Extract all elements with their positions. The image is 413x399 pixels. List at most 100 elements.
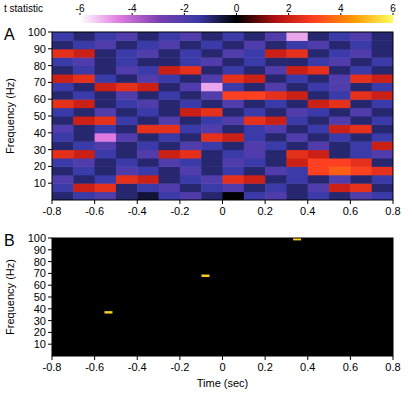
heatmap-cell: [308, 183, 330, 192]
heatmap-cell: [244, 99, 266, 108]
heatmap-cell: [159, 49, 181, 58]
heatmap-cell: [137, 116, 159, 125]
heatmap-cell: [95, 108, 117, 117]
heatmap-cell: [372, 66, 393, 75]
heatmap-cell: [286, 32, 308, 41]
heatmap-cell: [372, 133, 393, 142]
heatmap-cell: [308, 99, 330, 108]
heatmap-cell: [52, 133, 74, 142]
heatmap-cell: [137, 192, 159, 200]
heatmap-cell: [95, 91, 117, 100]
heatmap-cell: [73, 91, 95, 100]
heatmap-cell: [372, 82, 393, 91]
y-tick-label: 100: [28, 26, 46, 38]
heatmap-cell: [52, 108, 74, 117]
heatmap-cell: [265, 82, 287, 91]
heatmap-cell: [201, 175, 223, 184]
heatmap-cell: [223, 74, 245, 83]
y-tick: [48, 32, 52, 33]
y-tick-label: 80: [34, 256, 46, 268]
heatmap-cell: [159, 82, 181, 91]
y-tick: [48, 82, 52, 83]
heatmap-cell: [159, 183, 181, 192]
heatmap-cell: [286, 166, 308, 175]
heatmap-cell: [95, 166, 117, 175]
heatmap-cell: [350, 66, 372, 75]
heatmap-cell: [372, 32, 393, 41]
heatmap-cell: [116, 141, 138, 150]
y-tick-label: 30: [34, 144, 46, 156]
heatmap-cell: [116, 166, 138, 175]
heatmap-cell: [159, 158, 181, 167]
points: [104, 238, 301, 314]
heatmap-cell: [52, 141, 74, 150]
y-tick-label: 30: [34, 315, 46, 327]
heatmap-cell: [244, 158, 266, 167]
heatmap-cell: [137, 108, 159, 117]
heatmap-cell: [265, 124, 287, 133]
heatmap-cell: [308, 74, 330, 83]
heatmap-cell: [265, 108, 287, 117]
heatmap-cell: [265, 141, 287, 150]
heatmap-cell: [350, 32, 372, 41]
heatmap-cell: [52, 82, 74, 91]
x-tick: [137, 356, 138, 360]
colorbar-tick-label: -4: [128, 3, 137, 14]
heatmap-cell: [201, 124, 223, 133]
heatmap-cell: [308, 166, 330, 175]
heatmap-cell: [201, 158, 223, 167]
significant-cluster: [104, 311, 112, 313]
heatmap-cell: [244, 82, 266, 91]
heatmap-cell: [329, 74, 351, 83]
heatmap-cell: [73, 124, 95, 133]
heatmap-cell: [372, 166, 393, 175]
heatmap-cell: [95, 99, 117, 108]
heatmap-cell: [52, 74, 74, 83]
heatmap-cell: [137, 150, 159, 159]
heatmap-cell: [180, 141, 202, 150]
heatmap-cell: [159, 175, 181, 184]
heatmap-cell: [95, 74, 117, 83]
heatmap-cell: [372, 99, 393, 108]
colorbar-tick-label: 2: [286, 3, 292, 14]
heatmap-cell: [372, 49, 393, 58]
heatmap-cell: [350, 192, 372, 200]
heatmap-cell: [350, 141, 372, 150]
heatmap-cell: [350, 74, 372, 83]
heatmap-cell: [201, 166, 223, 175]
heatmap-cell: [95, 183, 117, 192]
heatmap-cell: [201, 49, 223, 58]
heatmap-cell: [95, 66, 117, 75]
heatmap-cell: [286, 133, 308, 142]
heatmap-cell: [329, 91, 351, 100]
heatmap-cell: [52, 192, 74, 200]
heatmap-cell: [329, 116, 351, 125]
heatmap-cell: [244, 192, 266, 200]
y-axis-title: Frequency (Hz): [4, 78, 16, 154]
heatmap-cell: [159, 74, 181, 83]
heatmap-cell: [350, 166, 372, 175]
heatmap-cell: [350, 175, 372, 184]
heatmap-cell: [201, 91, 223, 100]
heatmap-cell: [116, 150, 138, 159]
heatmap-cell: [329, 158, 351, 167]
heatmap-cell: [372, 124, 393, 133]
x-tick: [393, 356, 394, 360]
heatmap-cell: [308, 133, 330, 142]
heatmap-cell: [73, 99, 95, 108]
heatmap-cell: [329, 82, 351, 91]
heatmap-cells: [52, 32, 393, 200]
heatmap-cell: [95, 32, 117, 41]
heatmap-cell: [350, 150, 372, 159]
heatmap-cell: [137, 133, 159, 142]
heatmap-cell: [52, 66, 74, 75]
heatmap-cell: [244, 175, 266, 184]
heatmap-cell: [223, 141, 245, 150]
heatmap-cell: [223, 158, 245, 167]
y-tick-label: 90: [34, 43, 46, 55]
heatmap-cell: [350, 82, 372, 91]
x-tick: [265, 200, 266, 204]
heatmap-cell: [180, 192, 202, 200]
x-tick: [52, 200, 53, 204]
heatmap-cell: [137, 74, 159, 83]
